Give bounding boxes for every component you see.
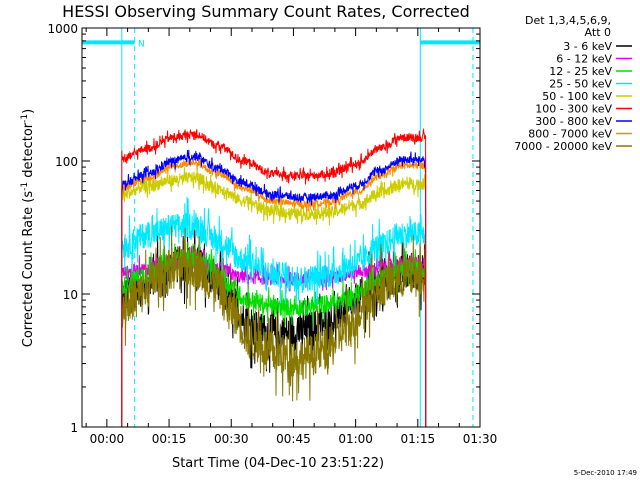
legend-label-5: 100 - 300 keV [535,103,612,116]
legend-label-1: 6 - 12 keV [556,53,612,66]
series-layer [121,127,427,428]
series-8 [121,226,427,428]
legend-label-0: 3 - 6 keV [563,40,612,53]
legend-label-7: 800 - 7000 keV [528,128,612,141]
y-axis-label-sup2: -1 [20,114,30,123]
x-tick-label-6: 01:30 [463,432,498,446]
marker-label: N [138,39,145,49]
legend-label-4: 50 - 100 keV [542,90,612,103]
chart-title: HESSI Observing Summary Count Rates, Cor… [62,2,470,21]
series-5 [121,127,427,428]
series-4 [121,167,427,428]
x-axis-label: Start Time (04-Dec-10 23:51:22) [172,456,384,471]
y-axis-label: Corrected Count Rate (s-1 detector-1) [20,109,36,347]
y-tick-label-3: 1000 [47,22,78,36]
x-tick-label-0: 00:00 [90,432,125,446]
series-3 [121,196,427,428]
legend-label-3: 25 - 50 keV [549,78,612,91]
x-tick-label-3: 00:45 [276,432,311,446]
axes: 00:00 00:15 00:30 00:45 01:00 01:15 01:30 1 10 10… [47,22,497,446]
legend-header-1: Att 0 [585,26,611,39]
y-axis-label-sup1: -1 [20,182,30,191]
x-tick-label-2: 00:30 [214,432,249,446]
y-axis-label-main: Corrected Count Rate (s [21,191,36,348]
plot-frame [81,27,481,428]
x-tick-label-1: 00:15 [152,432,187,446]
y-axis-label-mid: detector [21,122,36,182]
y-tick-label-1: 10 [63,288,78,302]
y-axis-label-end: ) [21,109,36,114]
y-tick-label-0: 1 [70,421,78,435]
legend-label-2: 12 - 25 keV [549,65,612,78]
legend-label-8: 7000 - 20000 keV [514,140,612,153]
y-tick-label-2: 100 [55,155,78,169]
legend-header-0: Det 1,3,4,5,6,9, [525,14,611,27]
x-tick-label-4: 01:00 [338,432,373,446]
timestamp: 5-Dec-2010 17:49 [574,469,637,477]
series-6 [121,149,427,428]
x-tick-label-5: 01:15 [401,432,436,446]
legend-label-6: 300 - 800 keV [535,115,612,128]
